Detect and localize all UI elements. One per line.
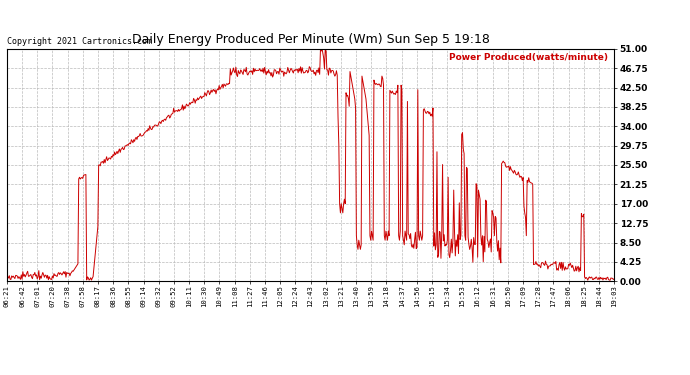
Text: Copyright 2021 Cartronics.com: Copyright 2021 Cartronics.com xyxy=(7,38,152,46)
Text: Power Produced(watts/minute): Power Produced(watts/minute) xyxy=(449,53,608,62)
Title: Daily Energy Produced Per Minute (Wm) Sun Sep 5 19:18: Daily Energy Produced Per Minute (Wm) Su… xyxy=(132,33,489,46)
